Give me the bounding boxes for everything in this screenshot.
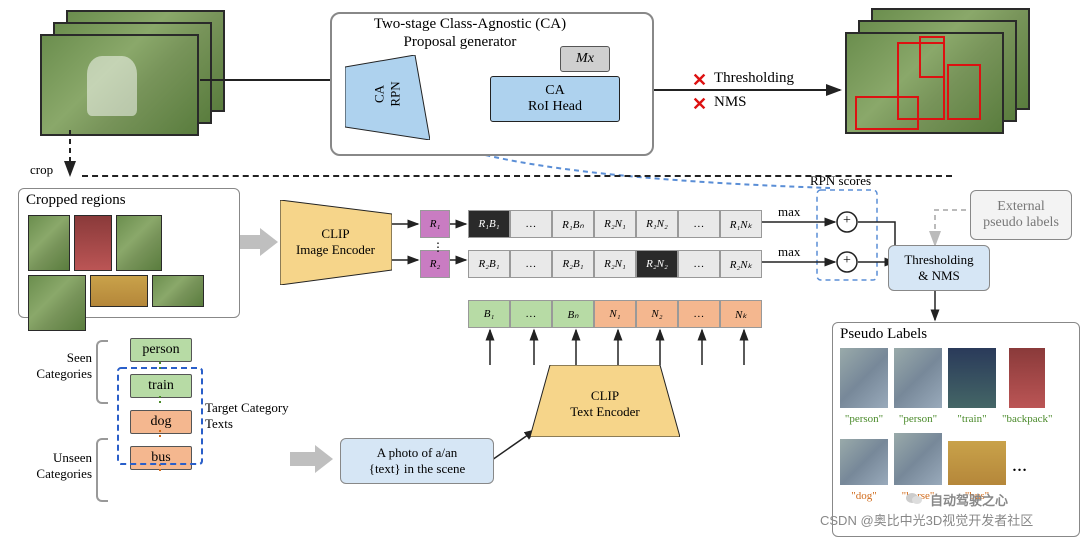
thresholding-label: Thresholding bbox=[714, 70, 794, 87]
category-person: person bbox=[130, 338, 192, 362]
logo-icon bbox=[905, 490, 923, 506]
unseen-categories-label: Unseen Categories bbox=[14, 450, 92, 482]
crop-label: crop bbox=[30, 162, 53, 178]
pseudo-labels-title: Pseudo Labels bbox=[840, 326, 927, 343]
plus-icon: + bbox=[843, 253, 851, 269]
thresh-nms-box: Thresholding & NMS bbox=[888, 245, 990, 291]
max-label: max bbox=[778, 204, 800, 220]
mx-box: Mx bbox=[560, 46, 610, 72]
prompt-box: A photo of a/an {text} in the scene bbox=[340, 438, 494, 484]
nms-label: NMS bbox=[714, 94, 747, 111]
cropped-title: Cropped regions bbox=[26, 192, 126, 209]
pseudo-label: "dog" bbox=[840, 490, 888, 502]
watermark: CSDN @奥比中光3D视觉开发者社区 bbox=[820, 510, 1033, 529]
rpn-scores-label: RPN scores bbox=[810, 173, 871, 189]
text-embeddings-row: B₁…Bₙ N₁N₂…Nₖ bbox=[468, 300, 762, 328]
ca-roi-head: CA RoI Head bbox=[490, 76, 620, 122]
category-dog: dog bbox=[130, 410, 192, 434]
similarity-matrix: R₁ R₁B₁…R₁Bₙ R₂N₁R₁N₂…R₁Nₖ R₂ R₂B₁…R₂B₁ … bbox=[420, 210, 762, 278]
category-bus: bus bbox=[130, 446, 192, 470]
plus-icon: + bbox=[843, 213, 851, 229]
cross-icon: ✕ bbox=[692, 94, 707, 115]
pseudo-label: "backpack" bbox=[1002, 413, 1053, 425]
pseudo-label: "person" bbox=[894, 413, 942, 425]
output-images bbox=[845, 8, 1030, 138]
seen-categories-label: Seen Categories bbox=[14, 350, 92, 382]
external-pseudo-labels: External pseudo labels bbox=[970, 190, 1072, 240]
cross-icon: ✕ bbox=[692, 70, 707, 91]
pseudo-label: "person" bbox=[840, 413, 888, 425]
proposal-title2: Proposal generator bbox=[370, 34, 550, 51]
watermark: 自动驾驶之心 bbox=[930, 490, 1008, 509]
max-label: max bbox=[778, 244, 800, 260]
ellipsis: … bbox=[1012, 459, 1027, 476]
pseudo-label: "train" bbox=[948, 413, 996, 425]
clip-text-encoder-label: CLIP Text Encoder bbox=[540, 388, 670, 420]
category-train: train bbox=[130, 374, 192, 398]
ca-rpn-label: CA RPN bbox=[372, 62, 404, 127]
proposal-title1: Two-stage Class-Agnostic (CA) bbox=[340, 16, 600, 33]
clip-image-encoder-label: CLIP Image Encoder bbox=[283, 226, 388, 258]
input-image bbox=[40, 34, 199, 136]
target-category-label: Target Category Texts bbox=[205, 400, 289, 432]
